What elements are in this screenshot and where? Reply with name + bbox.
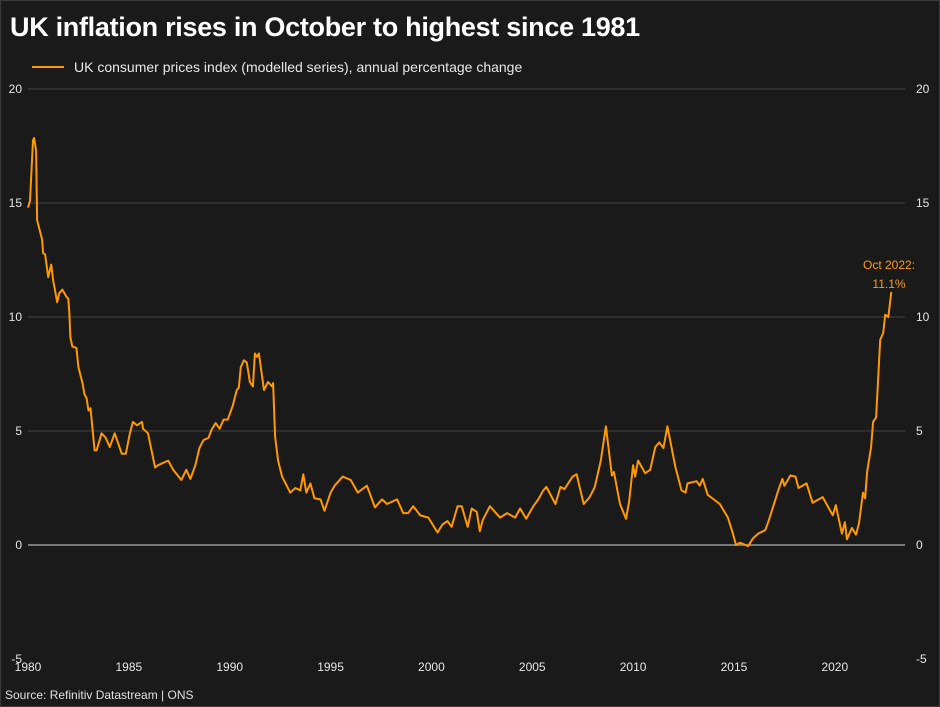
- x-tick-label: 1990: [216, 660, 243, 674]
- x-tick-label: 2000: [418, 660, 445, 674]
- legend: UK consumer prices index (modelled serie…: [32, 59, 522, 75]
- x-tick-label: 2005: [519, 660, 546, 674]
- y-tick-label-left: 0: [15, 538, 22, 552]
- x-tick-label: 2015: [721, 660, 748, 674]
- y-tick-label-left: 5: [15, 424, 22, 438]
- y-tick-label-right: 15: [916, 196, 930, 210]
- y-tick-label-right: 0: [916, 538, 923, 552]
- annotation-label: Oct 2022:: [863, 258, 915, 272]
- x-tick-label: 2020: [821, 660, 848, 674]
- y-tick-label-left: 10: [9, 310, 23, 324]
- x-tick-label: 2010: [620, 660, 647, 674]
- annotation-value: 11.1%: [872, 277, 905, 291]
- chart-title: UK inflation rises in October to highest…: [10, 12, 640, 42]
- y-tick-label-right: 5: [916, 424, 923, 438]
- legend-label: UK consumer prices index (modelled serie…: [74, 59, 523, 75]
- series-line-cpi: [27, 137, 893, 548]
- x-tick-label: 1985: [115, 660, 142, 674]
- y-tick-label-left: -5: [11, 652, 22, 666]
- y-tick-label-right: -5: [916, 652, 927, 666]
- source-note: Source: Refinitiv Datastream | ONS: [5, 688, 194, 702]
- legend-swatch: [32, 66, 64, 68]
- y-tick-label-right: 10: [916, 310, 930, 324]
- y-tick-label-right: 20: [916, 82, 930, 96]
- x-tick-label: 1980: [15, 660, 42, 674]
- y-tick-label-left: 20: [9, 82, 23, 96]
- x-tick-label: 1995: [317, 660, 344, 674]
- y-tick-label-left: 15: [9, 196, 23, 210]
